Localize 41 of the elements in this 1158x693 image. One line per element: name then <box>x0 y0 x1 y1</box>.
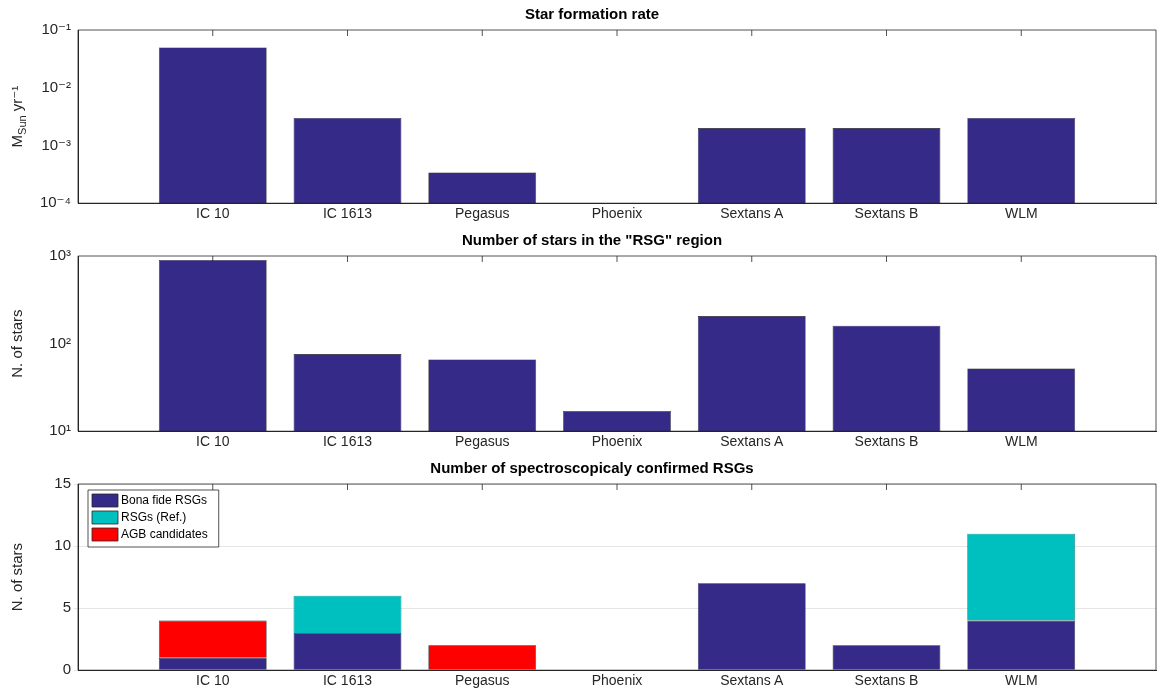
x-tick-label: IC 1613 <box>322 672 373 689</box>
x-tick-label: Pegasus <box>455 433 510 450</box>
x-tick-label: WLM <box>1004 205 1038 222</box>
y-tick-label: 15 <box>54 474 71 492</box>
x-tick-label: Sextans A <box>720 205 784 222</box>
y-tick-label: 10⁻⁴ <box>39 193 71 211</box>
legend-label: AGB candidates <box>121 527 208 542</box>
y-tick-label: 10⁻¹ <box>41 20 71 38</box>
y-tick-label: 10 <box>54 536 71 554</box>
y-tick-label: 0 <box>62 660 71 678</box>
x-tick-label: Phoenix <box>591 205 643 222</box>
y-axis-title: N. of stars <box>8 309 25 378</box>
y-axis-title: MSun yr⁻¹ <box>8 85 28 148</box>
y-tick-label: 5 <box>62 598 71 616</box>
x-tick-label: Sextans A <box>720 672 784 689</box>
x-tick-label: IC 10 <box>196 672 230 689</box>
x-tick-label: IC 10 <box>196 433 230 450</box>
x-tick-label: Pegasus <box>455 672 510 689</box>
x-tick-label: Phoenix <box>591 672 643 689</box>
x-tick-label: Phoenix <box>591 433 643 450</box>
legend-label: RSGs (Ref.) <box>121 510 187 525</box>
chart-title: Number of spectroscopicaly confirmed RSGs <box>430 459 754 477</box>
y-axis-title: N. of stars <box>8 542 25 612</box>
x-tick-label: Pegasus <box>455 205 510 222</box>
x-tick-label: Sextans B <box>854 433 919 450</box>
legend-label: Bona fide RSGs <box>121 493 208 508</box>
y-tick-label: 10⁻² <box>41 77 71 95</box>
x-tick-label: WLM <box>1004 672 1038 689</box>
y-tick-label: 10⁻³ <box>41 135 71 153</box>
x-tick-label: IC 1613 <box>322 433 373 450</box>
chart-title: Star formation rate <box>524 5 660 23</box>
y-tick-label: 10¹ <box>49 421 71 439</box>
x-tick-label: Sextans B <box>854 205 919 222</box>
x-tick-label: Sextans A <box>720 433 784 450</box>
y-tick-label: 10³ <box>49 246 71 264</box>
x-tick-label: IC 10 <box>196 205 230 222</box>
x-tick-label: IC 1613 <box>322 205 373 222</box>
x-tick-label: Sextans B <box>854 672 919 689</box>
chart-title: Number of stars in the "RSG" region <box>461 231 723 249</box>
x-tick-label: WLM <box>1004 433 1038 450</box>
y-tick-label: 10² <box>49 333 71 351</box>
